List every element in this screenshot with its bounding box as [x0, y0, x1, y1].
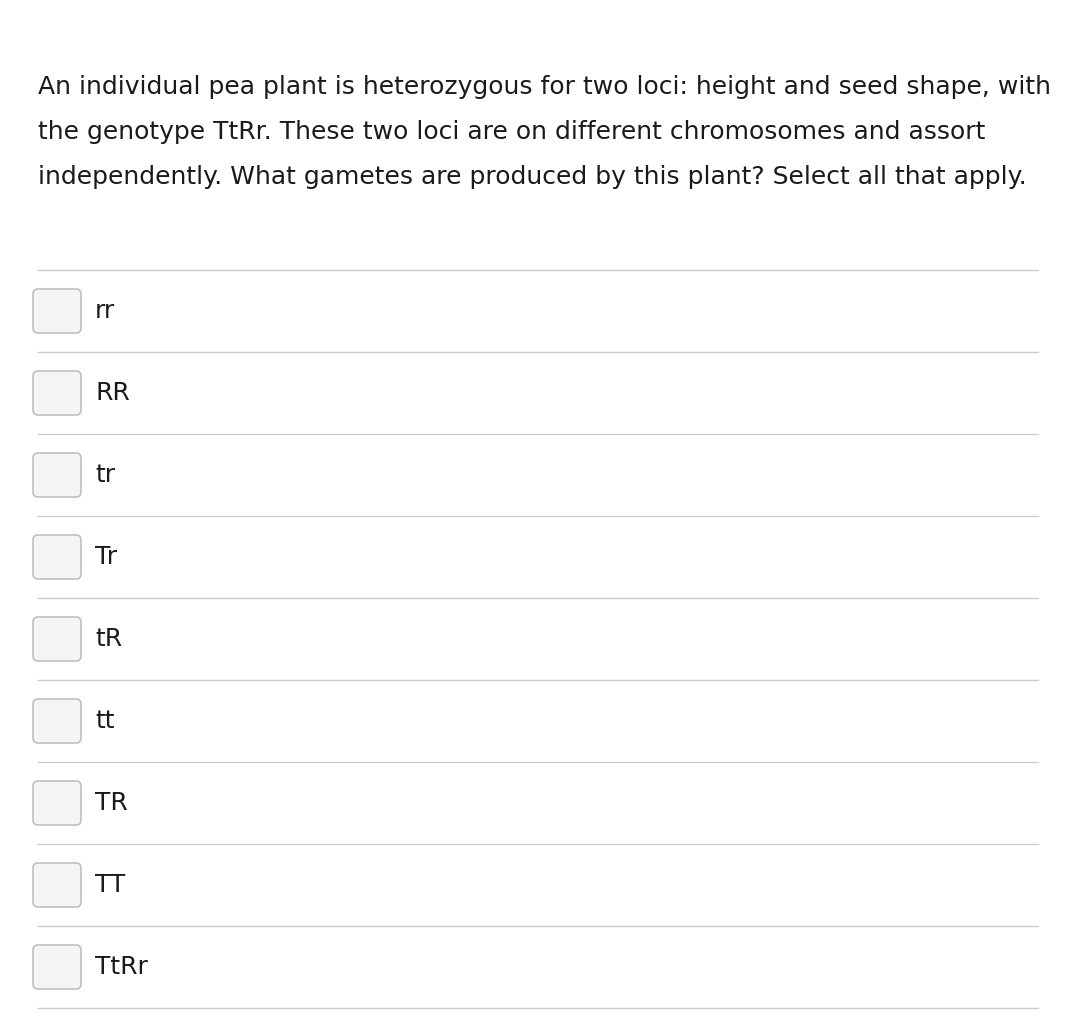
FancyBboxPatch shape: [33, 289, 81, 333]
FancyBboxPatch shape: [33, 617, 81, 661]
FancyBboxPatch shape: [33, 371, 81, 415]
Text: TR: TR: [95, 791, 128, 815]
FancyBboxPatch shape: [33, 781, 81, 825]
Text: TtRr: TtRr: [95, 955, 147, 979]
FancyBboxPatch shape: [33, 699, 81, 743]
Text: TT: TT: [95, 873, 125, 897]
Text: independently. What gametes are produced by this plant? Select all that apply.: independently. What gametes are produced…: [38, 166, 1027, 189]
Text: tt: tt: [95, 709, 114, 733]
Text: the genotype TtRr. These two loci are on different chromosomes and assort: the genotype TtRr. These two loci are on…: [38, 120, 986, 144]
Text: tr: tr: [95, 463, 115, 487]
FancyBboxPatch shape: [33, 862, 81, 907]
Text: rr: rr: [95, 299, 115, 323]
FancyBboxPatch shape: [33, 945, 81, 989]
Text: An individual pea plant is heterozygous for two loci: height and seed shape, wit: An individual pea plant is heterozygous …: [38, 75, 1051, 99]
Text: tR: tR: [95, 627, 122, 651]
Text: Tr: Tr: [95, 545, 117, 570]
FancyBboxPatch shape: [33, 453, 81, 497]
FancyBboxPatch shape: [33, 535, 81, 579]
Text: RR: RR: [95, 381, 130, 405]
